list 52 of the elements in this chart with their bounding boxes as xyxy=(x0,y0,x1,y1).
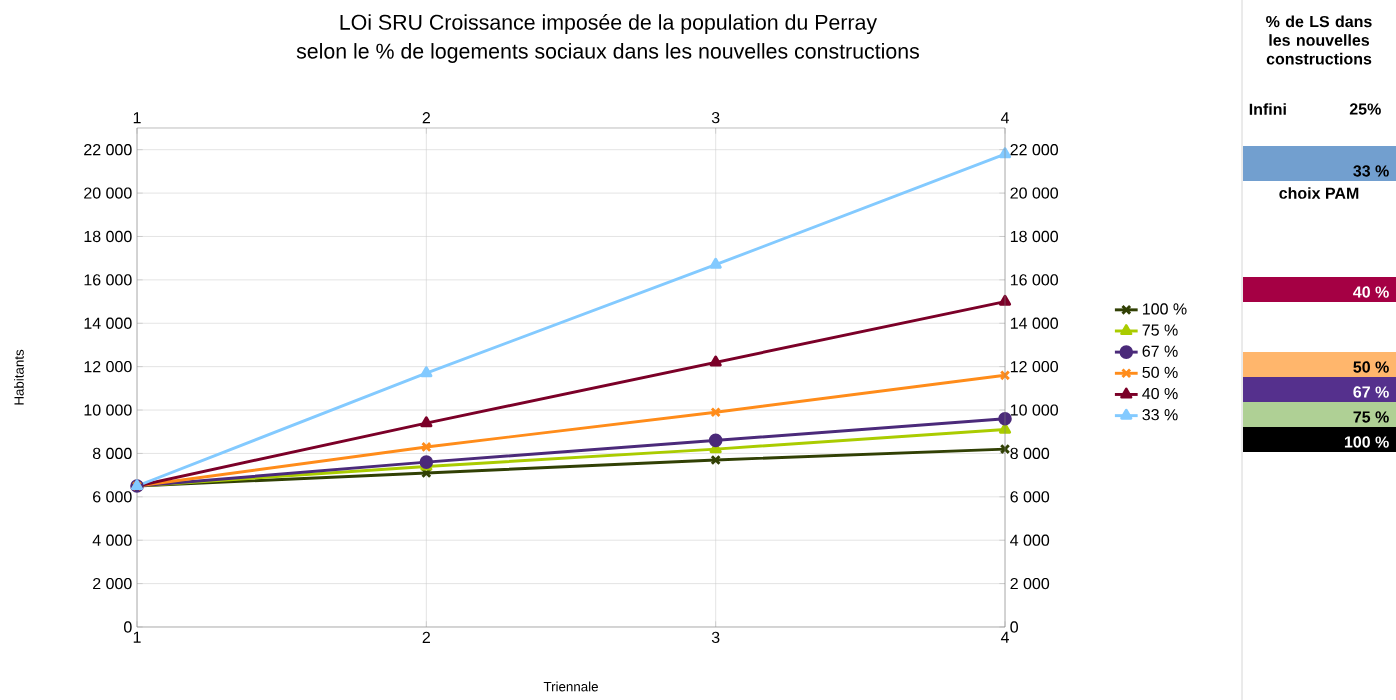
text: 50 % xyxy=(1353,361,1389,373)
x-tick-label: 3 xyxy=(711,111,720,124)
y-tick-label: 2 000 xyxy=(93,577,132,590)
chart-title: LOi SRU Croissance imposée de la population du Perray xyxy=(340,13,878,35)
y2-tick-label: 0 xyxy=(1010,621,1018,633)
legend-label: 40 % xyxy=(1142,387,1178,400)
x2-tick-label: 4 xyxy=(1000,631,1009,643)
y-tick-label: 4 000 xyxy=(92,534,132,546)
legend-label: 33 % xyxy=(1142,409,1178,421)
y-tick-label: 8 000 xyxy=(92,447,132,460)
y2-tick-label: 16 000 xyxy=(1010,274,1059,286)
text: 25% xyxy=(1349,103,1381,115)
y-tick-label: 0 xyxy=(124,621,132,633)
y-tick-label: 12 000 xyxy=(84,360,132,373)
text: 33 % xyxy=(1353,165,1389,177)
y-tick-label: 10 000 xyxy=(84,404,132,416)
text: % de LS dans les nouvelles constructions xyxy=(1266,15,1372,65)
y2-tick-label: 2 000 xyxy=(1010,577,1050,590)
y2-tick-label: 12 000 xyxy=(1010,360,1059,373)
text: 40 % xyxy=(1353,286,1389,298)
x-tick-label: 4 xyxy=(1000,112,1009,124)
x-axis-title: Triennale xyxy=(543,681,598,692)
y-tick-label: 6 000 xyxy=(93,491,132,503)
y-tick-label: 18 000 xyxy=(84,230,132,243)
legend-label: 50 % xyxy=(1142,366,1178,379)
y-axis-title: Habitants xyxy=(14,349,24,405)
text: 75 % xyxy=(1353,411,1389,423)
y2-tick-label: 20 000 xyxy=(1010,187,1059,199)
legend-label: 75 % xyxy=(1142,324,1178,336)
y2-tick-label: 6 000 xyxy=(1010,491,1050,503)
x2-tick-label: 3 xyxy=(711,631,720,644)
y-tick-label: 14 000 xyxy=(84,317,132,329)
y-tick-label: 16 000 xyxy=(84,274,132,286)
y-tick-label: 20 000 xyxy=(84,187,132,199)
y2-tick-label: 18 000 xyxy=(1010,230,1059,243)
x2-tick-label: 2 xyxy=(422,631,430,643)
text: choix PAM xyxy=(1279,187,1359,199)
y2-tick-label: 10 000 xyxy=(1010,404,1059,416)
y-tick-label: 22 000 xyxy=(84,144,132,156)
x-tick-label: 2 xyxy=(422,112,430,124)
legend-label: 100 % xyxy=(1143,303,1187,315)
x2-tick-label: 1 xyxy=(133,631,141,643)
y2-tick-label: 4 000 xyxy=(1010,534,1050,546)
legend-label: 67 % xyxy=(1142,345,1178,357)
chart-subtitle: selon le % de logements sociaux dans les nouvelles constructions xyxy=(296,43,919,63)
text: 100 % xyxy=(1344,436,1389,448)
y2-tick-label: 22 000 xyxy=(1010,144,1059,156)
y2-tick-label: 8 000 xyxy=(1010,447,1050,460)
y2-tick-label: 14 000 xyxy=(1010,317,1059,329)
text: 67 % xyxy=(1353,386,1389,398)
x-tick-label: 1 xyxy=(133,112,141,124)
text: Infini xyxy=(1249,103,1286,115)
